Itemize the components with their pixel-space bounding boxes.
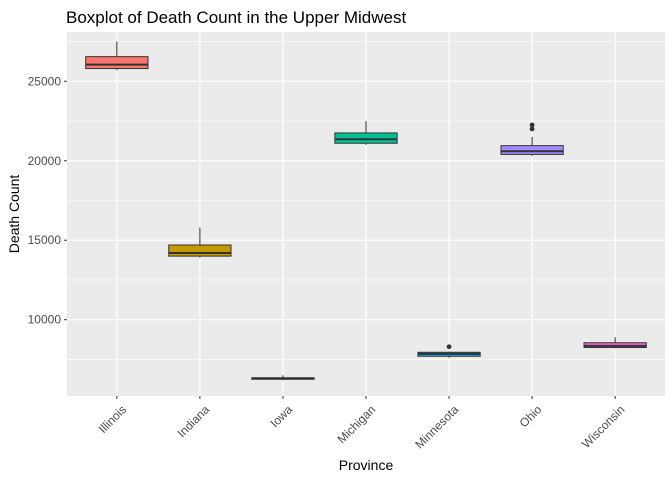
x-tick-label: Michigan xyxy=(334,402,378,446)
x-tick-label: Ohio xyxy=(517,402,545,430)
x-tick-label: Minnesota xyxy=(412,402,461,451)
y-tick-label: 20000 xyxy=(28,154,62,168)
x-tick-label: Iowa xyxy=(267,402,295,430)
y-tick-label: 10000 xyxy=(28,313,62,327)
box-michigan xyxy=(334,121,398,145)
x-axis-title: Province xyxy=(339,457,394,473)
box-body xyxy=(85,56,149,70)
x-tick-label: Indiana xyxy=(174,402,212,440)
box-body xyxy=(500,145,564,155)
y-tick-label: 15000 xyxy=(28,233,62,247)
x-tick-label: Wisconsin xyxy=(579,402,628,451)
y-axis: 10000 15000 20000 25000 xyxy=(28,74,67,327)
box-body xyxy=(334,132,398,144)
outlier-point xyxy=(529,126,535,132)
x-tick-label: Illinois xyxy=(96,402,129,435)
outlier-point xyxy=(446,344,452,350)
box-illinois xyxy=(85,41,149,71)
box-ohio xyxy=(500,122,564,156)
box-wisconsin xyxy=(583,337,647,349)
outlier-point xyxy=(529,122,535,128)
major-gridlines xyxy=(67,32,665,396)
boxes-layer xyxy=(85,41,647,381)
chart-title: Boxplot of Death Count in the Upper Midw… xyxy=(66,8,406,27)
box-iowa xyxy=(251,375,315,381)
y-tick-label: 25000 xyxy=(28,74,62,88)
box-body xyxy=(168,244,232,257)
box-minnesota xyxy=(417,344,481,358)
x-axis: Illinois Indiana Iowa Michigan Minnesota Ohio… xyxy=(96,396,628,451)
y-axis-title: Death Count xyxy=(6,175,22,254)
box-indiana xyxy=(168,227,232,258)
